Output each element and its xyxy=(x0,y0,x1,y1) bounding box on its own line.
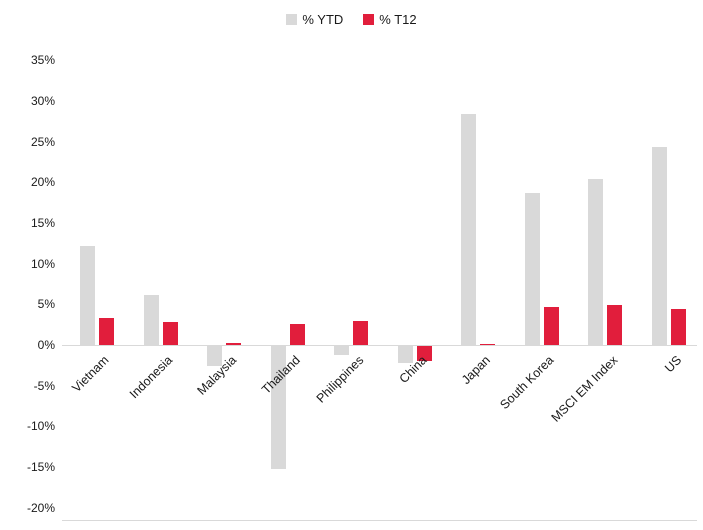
legend-label-ytd: % YTD xyxy=(302,12,344,27)
x-axis-label-indonesia: Indonesia xyxy=(127,353,176,402)
bar-t12-malaysia xyxy=(226,342,242,345)
bar-ytd-malaysia xyxy=(207,346,223,367)
bar-ytd-msci-em-index xyxy=(588,178,604,345)
legend-swatch-ytd xyxy=(286,14,298,25)
y-axis-tick-label: 15% xyxy=(30,215,55,230)
x-axis-label-us: US xyxy=(661,353,684,376)
bar-ytd-south-korea xyxy=(524,192,540,345)
bar-ytd-thailand xyxy=(270,346,286,469)
y-axis-tick-label: 25% xyxy=(30,134,55,149)
bar-t12-philippines xyxy=(353,321,369,345)
y-axis-tick-label: 20% xyxy=(30,175,55,190)
x-axis-label-philippines: Philippines xyxy=(313,353,367,406)
bar-t12-thailand xyxy=(289,323,305,345)
y-axis-tick-label: 5% xyxy=(37,297,55,312)
x-axis-label-msci-em-index: MSCI EM Index xyxy=(548,353,621,425)
bar-ytd-china xyxy=(397,346,413,364)
bar-ytd-vietnam xyxy=(80,245,95,345)
legend-item-ytd: % YTD xyxy=(286,12,343,27)
x-axis-label-south-korea: South Korea xyxy=(497,353,557,413)
bar-t12-indonesia xyxy=(162,322,178,345)
legend-label-t12: % T12 xyxy=(379,12,417,27)
legend-item-t12: % T12 xyxy=(363,12,417,27)
y-axis-tick-label: 30% xyxy=(30,93,55,108)
legend-swatch-t12 xyxy=(363,14,375,25)
x-axis-label-japan: Japan xyxy=(459,353,494,387)
bar-t12-us xyxy=(670,309,686,345)
y-axis-tick-label: 10% xyxy=(30,256,55,271)
bar-t12-japan xyxy=(480,344,496,345)
bar-ytd-philippines xyxy=(334,346,350,355)
bar-t12-south-korea xyxy=(543,306,559,345)
bar-t12-china xyxy=(416,346,432,361)
chart-legend: % YTD % T12 xyxy=(0,12,703,27)
bar-ytd-indonesia xyxy=(143,295,159,345)
x-axis-label-vietnam: Vietnam xyxy=(69,353,112,396)
zero-axis-line xyxy=(62,345,697,346)
y-axis-tick-label: 35% xyxy=(30,53,55,68)
plot-bottom-line xyxy=(62,520,697,521)
y-axis-tick-label: -10% xyxy=(26,419,55,434)
y-axis-tick-label: -15% xyxy=(26,460,55,475)
bar-t12-vietnam xyxy=(99,318,114,345)
y-axis-tick-label: -5% xyxy=(33,378,55,393)
bar-ytd-us xyxy=(651,147,667,345)
y-axis-tick-label: -20% xyxy=(26,500,55,515)
y-axis-tick-label: 0% xyxy=(37,338,55,352)
bar-t12-msci-em-index xyxy=(607,305,623,345)
bar-ytd-japan xyxy=(461,113,477,345)
